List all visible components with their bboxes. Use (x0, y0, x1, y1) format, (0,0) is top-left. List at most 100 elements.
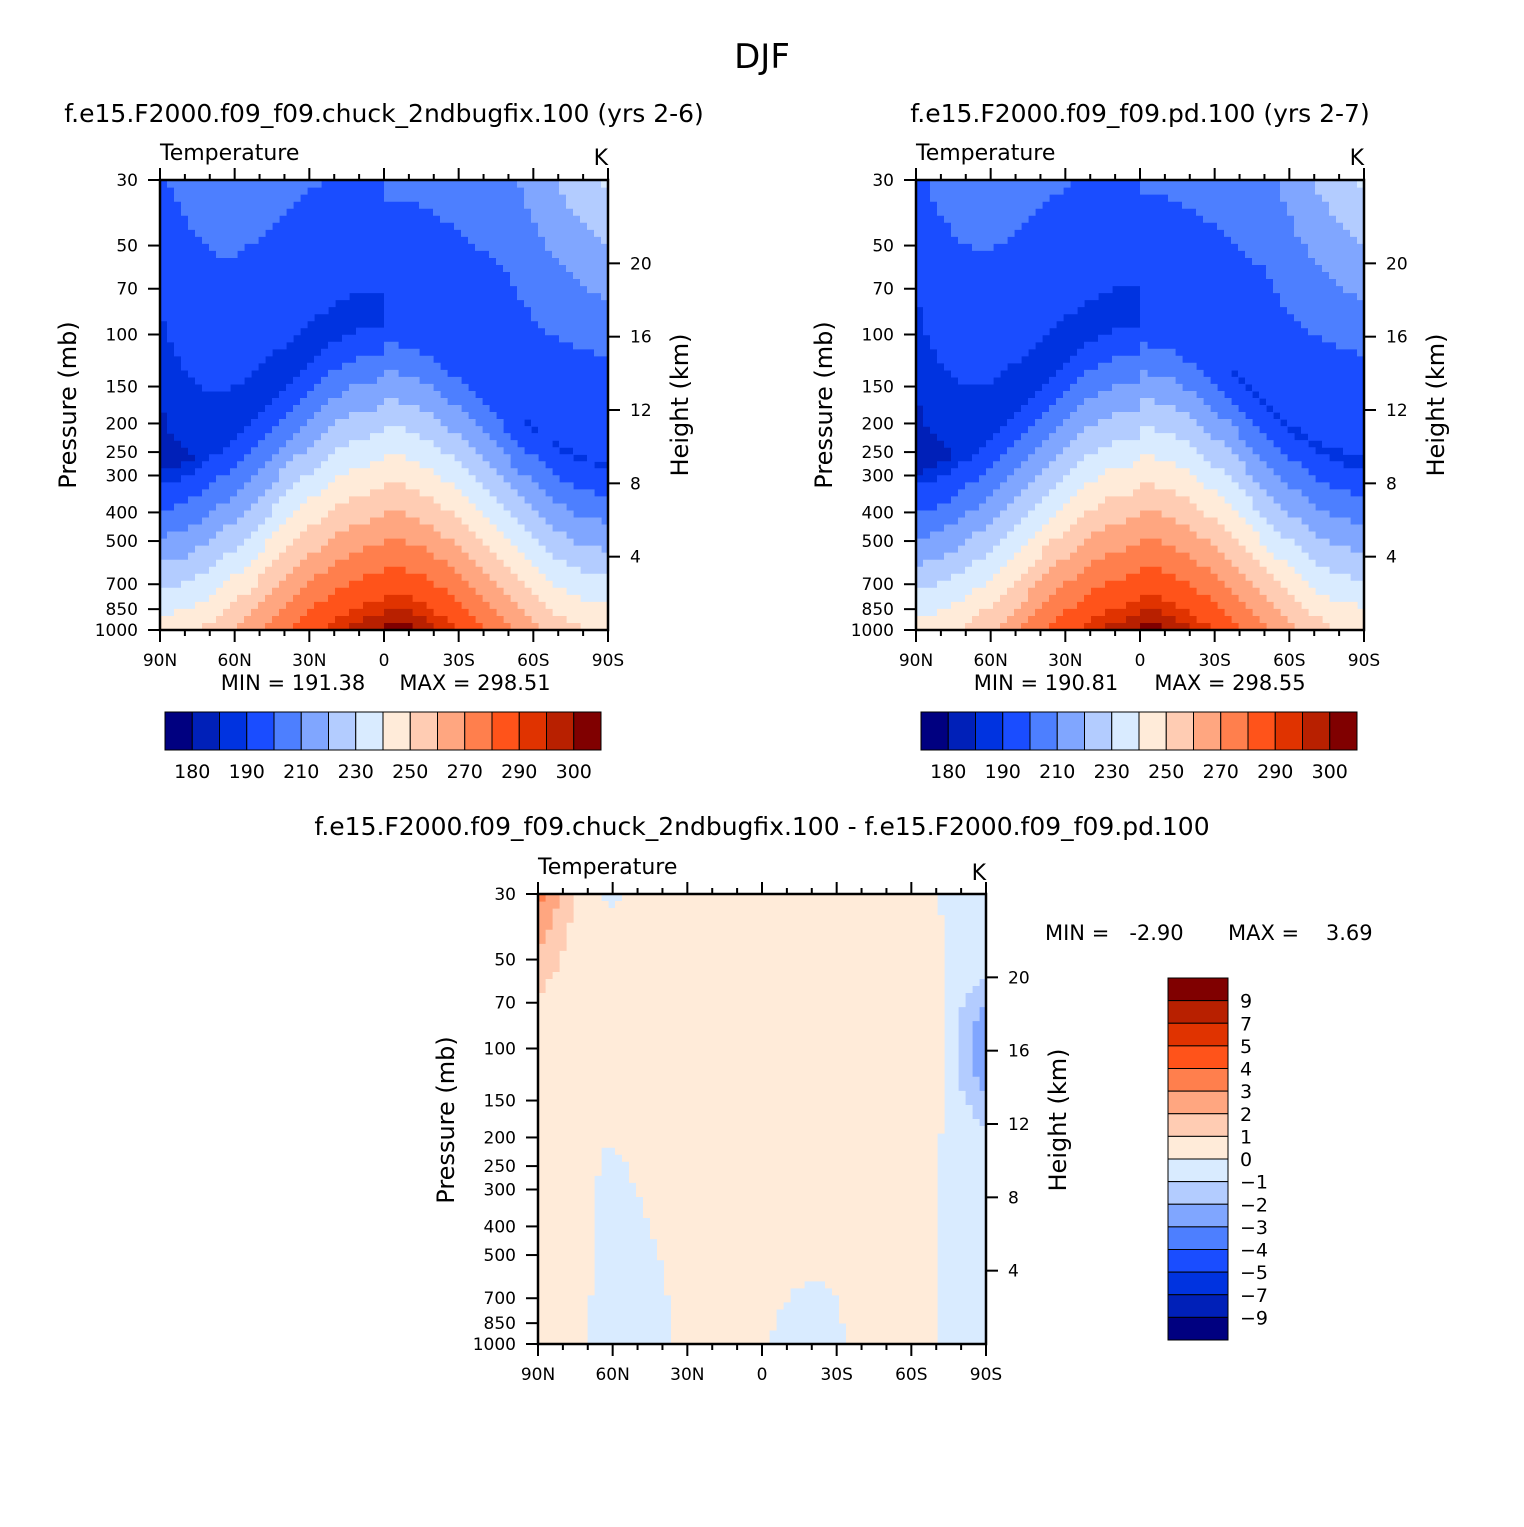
panel2-ytick-label: 150 (862, 378, 894, 398)
panel1-contour-band-6 (160, 180, 608, 589)
panel3-colorbar-box (1167, 1158, 1229, 1183)
panel1-colorbar-box (409, 711, 438, 751)
panel1-colorbar-box (246, 711, 275, 751)
panel3-contour-band-5 (972, 1006, 986, 1092)
panel3-colorbar-box (1167, 1181, 1229, 1205)
panel1-colorbar-box (273, 711, 302, 751)
panel3-colorbar-label: 1 (1240, 1126, 1252, 1148)
panel3-colorbar-label: 0 (1240, 1149, 1252, 1171)
panel3-colorbar-box (1167, 1249, 1229, 1273)
panel3-colorbar-label: 9 (1240, 991, 1252, 1013)
panel-3-units-label: K (972, 861, 987, 886)
panel1-colorbar-box (464, 711, 493, 751)
panel3-ytick-label: 850 (484, 1314, 516, 1334)
panel2-xtick-label: 30N (1048, 651, 1082, 671)
panel2-colorbar-box (1193, 711, 1222, 751)
panel-3-left-label: Temperature (537, 855, 677, 880)
panel-3-max-label: MAX = 3.69 (1228, 921, 1373, 945)
panel-1-units-label: K (594, 146, 609, 171)
panel2-colorbar-label: 250 (1148, 761, 1184, 783)
figure-title: DJF (734, 37, 790, 77)
panel2-contour-band-6 (916, 180, 1364, 589)
panel1-contour-band-12 (293, 566, 483, 630)
panel2-contour-band-10 (1000, 510, 1295, 630)
panel2-ytick-label: 100 (862, 326, 894, 346)
panel1-xtick-label: 60S (517, 651, 549, 671)
panel1-colorbar-label: 290 (501, 761, 537, 783)
panel1-colorbar-box (518, 711, 547, 751)
panel1-colorbar-box (191, 711, 220, 751)
panel1-ytick-label: 30 (116, 171, 138, 191)
panel2-ytick-label: 700 (862, 575, 894, 595)
panel3-colorbar-box (1167, 1068, 1229, 1092)
panel-3-ylabel-right: Height (km) (1044, 1049, 1072, 1192)
panel1-ytick-right-label: 12 (630, 401, 652, 421)
panel3-colorbar-box (1167, 1316, 1229, 1341)
panel3-xtick-label: 0 (757, 1365, 768, 1385)
panel1-colorbar-label: 180 (174, 761, 210, 783)
panel1-colorbar-label: 270 (447, 761, 483, 783)
panel3-ytick-label: 30 (494, 885, 516, 905)
panel3-ytick-label: 200 (484, 1128, 516, 1148)
panel2-colorbar-box (1002, 711, 1031, 751)
panel-2-title: f.e15.F2000.f09_f09.pd.100 (yrs 2-7) (910, 99, 1369, 128)
panel-2-min-label: MIN = 190.81 (974, 671, 1118, 695)
panel3-xtick-label: 60S (895, 1365, 927, 1385)
panel2-colorbar-label: 230 (1094, 761, 1130, 783)
panel3-ytick-label: 300 (484, 1180, 516, 1200)
panel2-ytick-right-label: 12 (1386, 401, 1408, 421)
panel2-ytick-label: 50 (872, 237, 894, 257)
panel-2-max-label: MAX = 298.55 (1154, 671, 1305, 695)
panel-3-title: f.e15.F2000.f09_f09.chuck_2ndbugfix.100 … (314, 812, 1209, 841)
panel3-ytick-label: 70 (494, 994, 516, 1014)
panel1-ytick-label: 500 (106, 532, 138, 552)
panel2-contour-band-12 (1049, 566, 1239, 630)
panel1-ytick-right-label: 8 (630, 474, 641, 494)
panel-2-left-label: Temperature (915, 141, 1055, 166)
panel1-colorbar-box (573, 711, 602, 751)
panel1-ytick-label: 100 (106, 326, 138, 346)
panel1-colorbar-label: 300 (556, 761, 592, 783)
panel3-contour-band-9 (538, 894, 574, 994)
panel3-ytick-label: 150 (484, 1092, 516, 1112)
panel2-colorbar-box (1029, 711, 1058, 751)
panel3-contour-band-6 (958, 978, 986, 1127)
panel1-contour-band-13 (328, 594, 455, 630)
panel-1-ylabel: Pressure (mb) (54, 321, 82, 488)
panel3-colorbar-box (1167, 1022, 1229, 1047)
panel3-ytick-right-label: 20 (1008, 968, 1030, 988)
panel1-colorbar-box (328, 711, 357, 751)
panel1-colorbar-label: 190 (229, 761, 265, 783)
panel1-colorbar-label: 250 (392, 761, 428, 783)
panel2-colorbar-box (1056, 711, 1085, 751)
panel1-ytick-label: 250 (106, 443, 138, 463)
panel3-colorbar-label: −9 (1240, 1307, 1268, 1329)
panel3-ytick-label: 400 (484, 1217, 516, 1237)
panel-1-ylabel-right: Height (km) (666, 334, 694, 477)
panel2-ytick-label: 200 (862, 414, 894, 434)
panel3-colorbar-label: 4 (1240, 1059, 1252, 1081)
panel2-ytick-label: 250 (862, 443, 894, 463)
panel3-contour-band-11 (538, 894, 546, 902)
panel1-contour-band-9 (202, 482, 581, 630)
panel2-contour-band-15 (1140, 622, 1162, 630)
panel2-colorbar-label: 180 (930, 761, 966, 783)
panel3-ytick-label: 500 (484, 1246, 516, 1266)
panel2-ytick-label: 30 (872, 171, 894, 191)
panel2-ytick-label: 400 (862, 503, 894, 523)
panel1-ytick-label: 50 (116, 237, 138, 257)
panel1-colorbar-label: 210 (283, 761, 319, 783)
panel1-contour-band-5 (160, 180, 608, 561)
panel2-colorbar-label: 190 (985, 761, 1021, 783)
panel1-contour-band-11 (265, 538, 511, 630)
panel2-xtick-label: 60S (1273, 651, 1305, 671)
panel2-contour-band-1 (916, 405, 952, 476)
panel-2: f.e15.F2000.f09_f09.pd.100 (yrs 2-7) Tem… (810, 99, 1450, 783)
panel2-ytick-label: 300 (862, 466, 894, 486)
panel-1: f.e15.F2000.f09_f09.chuck_2ndbugfix.100 … (54, 99, 704, 783)
panel1-colorbar-box (219, 711, 248, 751)
panel2-colorbar-box (947, 711, 976, 751)
panel1-contour-band-4 (160, 180, 608, 540)
panel3-contour-band-7 (587, 894, 986, 1344)
panel2-ytick-label: 500 (862, 532, 894, 552)
